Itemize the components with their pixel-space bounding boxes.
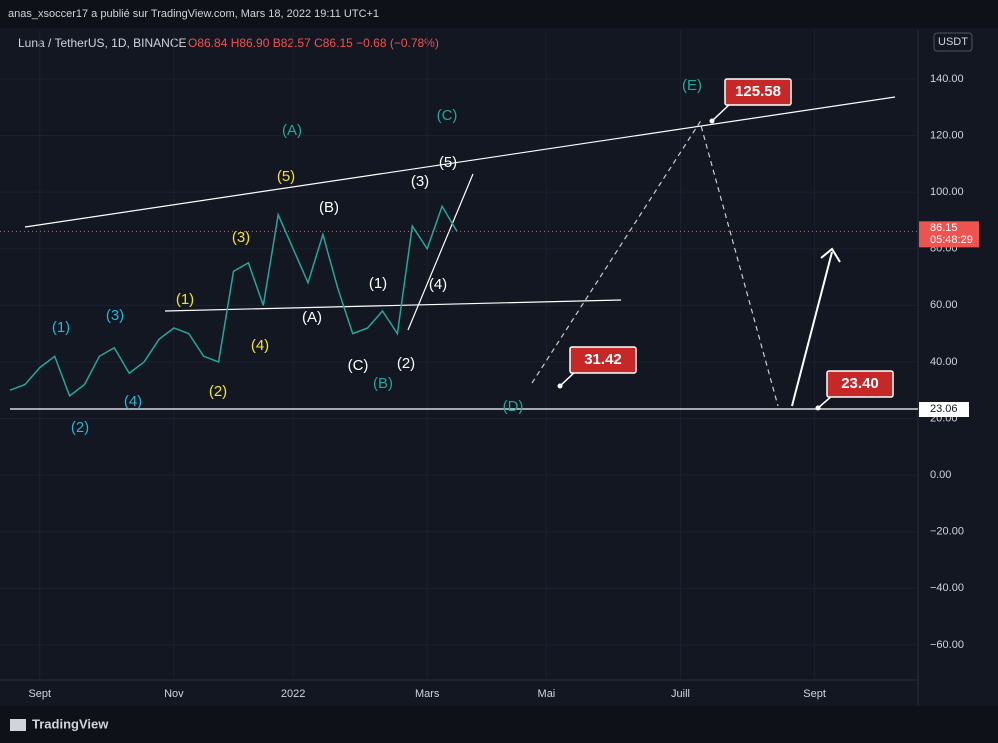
arrow-head xyxy=(820,247,841,263)
wave-label: (1) xyxy=(52,319,70,336)
trendline-lower xyxy=(164,299,622,312)
trendline-upper xyxy=(24,96,896,228)
arrow-shaft xyxy=(791,251,833,407)
wave-label: (2) xyxy=(397,355,415,372)
y-tick-label: 120.00 xyxy=(930,129,964,141)
callout-box xyxy=(724,78,792,106)
y-tick-label: 100.00 xyxy=(930,186,964,198)
price-line xyxy=(9,204,458,398)
callout-label: 31.42 xyxy=(584,351,622,368)
x-tick-label: Mai xyxy=(538,688,556,700)
y-tick-label: 60.00 xyxy=(930,299,958,311)
wave-label: (A) xyxy=(302,309,322,326)
wave-label: (5) xyxy=(277,168,295,185)
wave-label: (4) xyxy=(429,276,447,293)
wave-label: (D) xyxy=(503,398,524,415)
logo xyxy=(10,719,26,731)
callout-dot xyxy=(557,383,563,389)
wave-label: (C) xyxy=(348,357,369,374)
x-tick-label: Juill xyxy=(671,688,690,700)
wave-label: (B) xyxy=(319,199,339,216)
x-tick-label: 2022 xyxy=(281,688,305,700)
wave-label: (3) xyxy=(232,229,250,246)
wave-label: (1) xyxy=(176,291,194,308)
wave-label: (2) xyxy=(71,419,89,436)
footer-bar xyxy=(0,706,998,743)
author-line: anas_xsoccer17 a publié sur TradingView.… xyxy=(8,8,379,20)
header-bar xyxy=(0,0,998,28)
x-tick-label: Mars xyxy=(415,688,440,700)
wave-label: (2) xyxy=(209,383,227,400)
wave-label: (4) xyxy=(251,337,269,354)
callout-label: 23.40 xyxy=(841,375,879,392)
projection xyxy=(531,120,779,407)
callout-label: 125.58 xyxy=(735,83,781,100)
y-tick-label: −60.00 xyxy=(930,639,964,651)
ohlc: O86.84 H86.90 B82.57 C86.15 −0.68 (−0.78… xyxy=(188,36,439,50)
y-tick-label: 0.00 xyxy=(930,469,951,481)
last-price: 86.15 xyxy=(930,222,958,234)
wave-label: (C) xyxy=(437,107,458,124)
callout-dot xyxy=(709,118,715,124)
last-price-tag xyxy=(919,221,979,248)
wave-label: (3) xyxy=(106,307,124,324)
wave-label: (A) xyxy=(282,122,302,139)
callout-box xyxy=(569,346,637,374)
currency-box xyxy=(933,32,973,52)
callout-box xyxy=(826,370,894,398)
x-tick-label: Sept xyxy=(803,688,826,700)
x-tick-label: Sept xyxy=(28,688,51,700)
wedge-line xyxy=(407,173,474,331)
wave-label: (5) xyxy=(439,154,457,171)
y-tick-label: 140.00 xyxy=(930,73,964,85)
x-tick-label: Nov xyxy=(164,688,184,700)
footer-brand: TradingView xyxy=(32,716,109,731)
wave-label: (3) xyxy=(411,173,429,190)
wave-label: (1) xyxy=(369,275,387,292)
y-tick-label: 40.00 xyxy=(930,356,958,368)
wave-label: (E) xyxy=(682,77,702,94)
level-price: 23.06 xyxy=(930,403,958,415)
symbol: Luna / TetherUS, 1D, BINANCE xyxy=(18,36,187,50)
level-tag xyxy=(919,402,969,417)
wave-label: (4) xyxy=(124,393,142,410)
callout-dot xyxy=(815,405,821,411)
currency: USDT xyxy=(938,36,968,48)
callout-pointer xyxy=(711,102,732,122)
wave-label: (B) xyxy=(373,375,393,392)
countdown: 05:48:29 xyxy=(930,234,973,246)
y-tick-label: −40.00 xyxy=(930,582,964,594)
y-tick-label: −20.00 xyxy=(930,526,964,538)
